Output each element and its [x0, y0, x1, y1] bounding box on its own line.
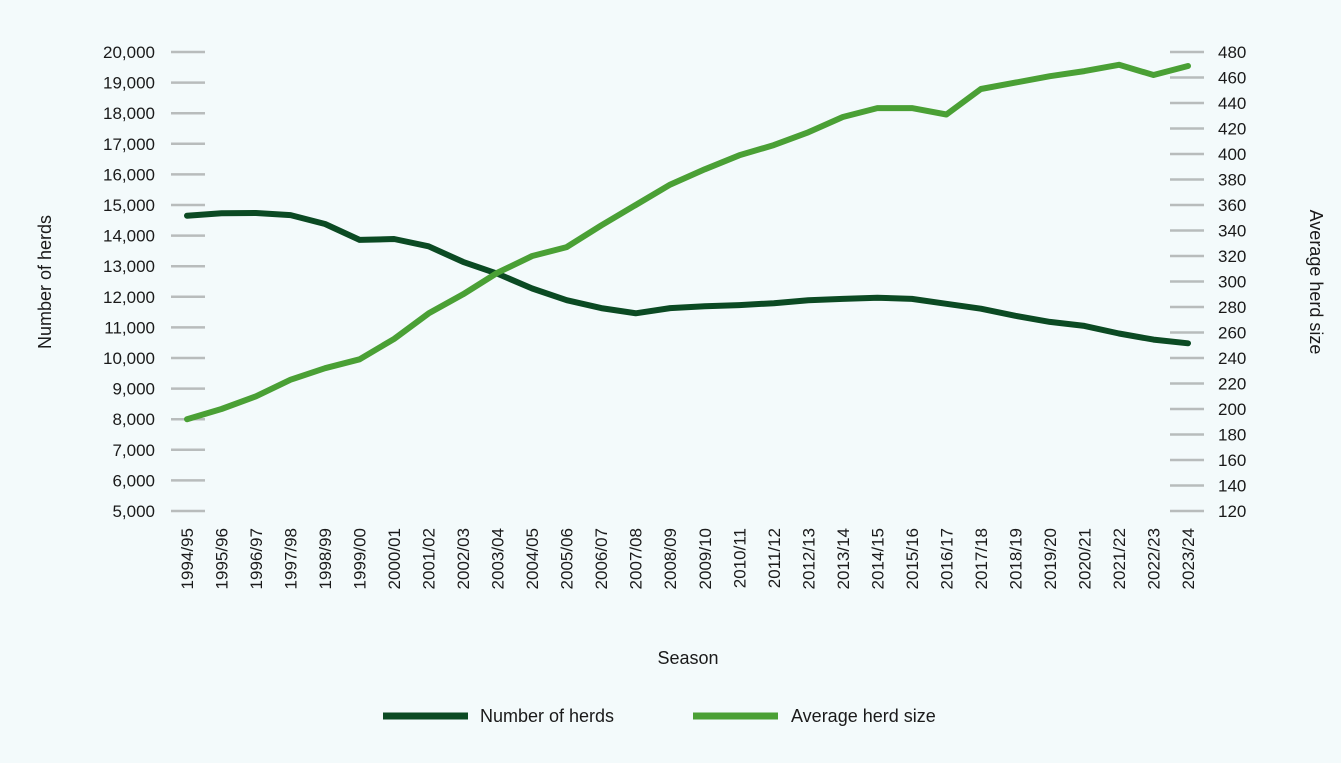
left-axis-tick-label: 5,000 — [112, 502, 155, 521]
right-axis-tick-label: 220 — [1218, 375, 1246, 394]
left-axis-tick-label: 17,000 — [103, 135, 155, 154]
x-axis-tick-labels: 1994/95 1995/96 1996/97 1997/98 1998/99 1999/… — [178, 528, 1198, 589]
x-axis-tick-label: 2021/22 — [1110, 528, 1129, 589]
x-axis-tick-label: 2014/15 — [868, 528, 887, 589]
x-axis-tick-label: 1999/00 — [351, 528, 370, 589]
right-axis-tick-label: 400 — [1218, 145, 1246, 164]
left-axis-tick-label: 20,000 — [103, 43, 155, 62]
y-axis-title: Number of herds — [35, 215, 55, 349]
x-axis-tick-label: 2002/03 — [454, 528, 473, 589]
x-axis-tick-label: 2020/21 — [1075, 528, 1094, 589]
x-axis-tick-label: 1997/98 — [282, 528, 301, 589]
right-axis-tick-label: 280 — [1218, 298, 1246, 317]
left-axis-tick-label: 12,000 — [103, 288, 155, 307]
right-axis-tick-label: 320 — [1218, 247, 1246, 266]
right-axis-tick-label: 200 — [1218, 400, 1246, 419]
legend-label-number-of-herds: Number of herds — [480, 706, 614, 726]
x-axis-tick-label: 2005/06 — [558, 528, 577, 589]
right-axis-tick-label: 240 — [1218, 349, 1246, 368]
x-axis-tick-label: 2003/04 — [489, 528, 508, 589]
x-axis-tick-label: 2008/09 — [661, 528, 680, 589]
left-axis-tick-label: 6,000 — [112, 471, 155, 490]
right-axis-tick-label: 340 — [1218, 222, 1246, 241]
y2-axis-title: Average herd size — [1306, 210, 1326, 355]
right-axis-tick-label: 380 — [1218, 171, 1246, 190]
right-axis-tick-label: 300 — [1218, 273, 1246, 292]
right-axis-tick-label: 360 — [1218, 196, 1246, 215]
x-axis-tick-label: 2022/23 — [1144, 528, 1163, 589]
right-axis-tick-label: 140 — [1218, 477, 1246, 496]
x-axis-tick-label: 1996/97 — [247, 528, 266, 589]
x-axis-tick-label: 2018/19 — [1006, 528, 1025, 589]
x-axis-tick-label: 1998/99 — [316, 528, 335, 589]
x-axis-tick-label: 2007/08 — [627, 528, 646, 589]
left-axis-tick-label: 10,000 — [103, 349, 155, 368]
left-axis-tick-label: 8,000 — [112, 410, 155, 429]
x-axis-tick-label: 2012/13 — [799, 528, 818, 589]
left-axis-tick-label: 13,000 — [103, 257, 155, 276]
x-axis-tick-label: 2019/20 — [1041, 528, 1060, 589]
series-lines — [184, 61, 1191, 423]
right-axis-tick-label: 440 — [1218, 94, 1246, 113]
x-axis-tick-label: 2017/18 — [972, 528, 991, 589]
left-axis-tick-label: 9,000 — [112, 380, 155, 399]
x-axis-tick-label: 1995/96 — [213, 528, 232, 589]
series-line-number-of-herds — [184, 210, 1191, 347]
left-axis-tick-label: 19,000 — [103, 74, 155, 93]
series-line-average-herd-size — [184, 61, 1191, 423]
left-axis-tick-label: 11,000 — [104, 318, 155, 337]
x-axis-title: Season — [657, 648, 718, 668]
x-axis-tick-label: 2010/11 — [730, 528, 749, 588]
right-axis-tick-label: 160 — [1218, 451, 1246, 470]
legend: Number of herds Average herd size — [383, 706, 936, 726]
right-axis-tick-label: 460 — [1218, 69, 1246, 88]
left-axis-tick-label: 7,000 — [112, 441, 155, 460]
left-axis-tick-label: 16,000 — [103, 165, 155, 184]
x-axis-tick-label: 2001/02 — [420, 528, 439, 589]
right-axis-tick-labels: 120 140 160 180 200 220 240 260 280 300 320 340 360 3… — [1218, 43, 1246, 521]
left-axis-tick-labels: 5,000 6,000 7,000 8,000 9,000 10,000 11,000 12,… — [103, 43, 155, 521]
left-axis-tick-label: 18,000 — [103, 104, 155, 123]
x-axis-tick-label: 2013/14 — [834, 528, 853, 589]
x-axis-tick-label: 2015/16 — [903, 528, 922, 589]
x-axis-tick-label: 2004/05 — [523, 528, 542, 589]
left-axis-tick-label: 14,000 — [103, 227, 155, 246]
x-axis-tick-label: 2000/01 — [385, 528, 404, 589]
x-axis-tick-label: 2009/10 — [696, 528, 715, 589]
legend-label-average-herd-size: Average herd size — [791, 706, 936, 726]
x-axis-tick-label: 2023/24 — [1179, 528, 1198, 589]
right-axis-tick-label: 120 — [1218, 502, 1246, 521]
x-axis-tick-label: 1994/95 — [178, 528, 197, 589]
right-axis-tick-label: 260 — [1218, 324, 1246, 343]
tick-marks — [171, 50, 1204, 513]
x-axis-tick-label: 2016/17 — [937, 528, 956, 589]
left-axis-tick-label: 15,000 — [103, 196, 155, 215]
x-axis-tick-label: 2011/12 — [765, 528, 784, 588]
right-axis-tick-label: 180 — [1218, 426, 1246, 445]
right-axis-tick-label: 480 — [1218, 43, 1246, 62]
x-axis-tick-label: 2006/07 — [592, 528, 611, 589]
right-axis-tick-label: 420 — [1218, 120, 1246, 139]
